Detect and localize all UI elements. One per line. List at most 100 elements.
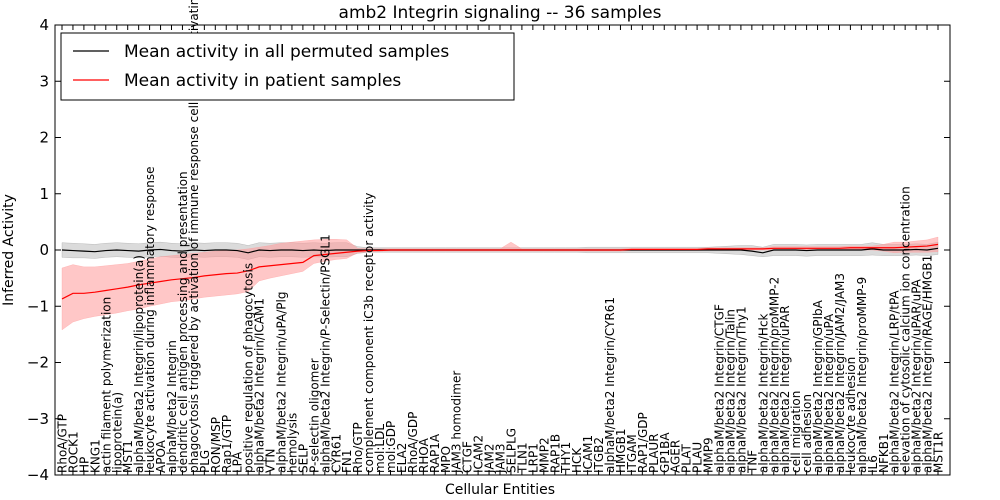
series-lines [61, 243, 939, 300]
x-tick-label: alphaM/beta2 Integrin/CTGF [713, 304, 727, 473]
x-tick-label: RAP1A [428, 433, 442, 473]
y-tick-label: 0 [39, 241, 49, 259]
x-tick-label: MMP9 [702, 437, 716, 473]
x-tick-label: alphaM/beta2 Integrin/CYR61 [603, 297, 617, 473]
x-tick-label: HP [77, 457, 91, 473]
confidence-band-patient [61, 236, 939, 331]
x-tick-label: ICAM1 [581, 435, 595, 473]
axis-ticks [55, 24, 950, 476]
x-tick-label: positive regulation of phagocytosis [242, 263, 256, 473]
x-tick-label: alphaM/beta2 Integrin/P-Selectin/PSGL1 [318, 234, 332, 473]
x-tick-label: FN1 [340, 449, 354, 473]
x-tick-label: mol:GDP [384, 421, 398, 473]
x-tick-label: alphaM/beta2 Integrin/ICAM1 [253, 298, 267, 473]
y-tick-label: −2 [27, 354, 49, 372]
x-tick-label: ITGAM [625, 434, 639, 473]
x-tick-label: RAP1/GDP [636, 412, 650, 473]
legend-box [60, 32, 515, 101]
x-tick-label: alphaM/beta2 Integrin/proMMP-9 [855, 277, 869, 473]
y-tick-label: −1 [27, 297, 49, 315]
x-tick-label: alphaM/beta2 Integrin/Thy1 [734, 306, 748, 473]
x-tick-label: KNG1 [88, 439, 102, 473]
x-tick-label: hemolysis [285, 413, 299, 473]
x-tick-label: HMGB1 [614, 428, 628, 473]
x-tick-label: JAM2 [483, 443, 497, 474]
x-tick-label: MST1R [932, 432, 946, 473]
legend: Mean activity in all permuted samples Me… [60, 32, 515, 101]
x-tick-label: MMP2 [537, 437, 551, 473]
x-tick-label: Rho/GTP [351, 422, 365, 473]
x-tick-label: alphaM/beta2 Integrin/Hck [756, 313, 770, 473]
legend-label-patient: Mean activity in patient samples [124, 71, 401, 91]
x-tick-label: CTGF [461, 441, 475, 473]
x-tick-label: JAM3 [494, 443, 508, 474]
x-tick-label: alphaM/beta2 Integrin/LRP/tPA [888, 290, 902, 473]
x-tick-label: ROCK1 [66, 431, 80, 473]
x-tick-label: mol:LDL [373, 424, 387, 473]
x-tick-label: IL6 [866, 455, 880, 473]
x-tick-label: HCK [570, 447, 584, 473]
x-tick-label: complement component iC3b receptor activ… [362, 193, 376, 473]
y-tick-labels: −4 −3 −2 −1 0 1 2 3 4 [27, 16, 49, 484]
legend-label-permuted: Mean activity in all permuted samples [124, 42, 449, 62]
x-tick-label: alphaM/beta2 Integrin [165, 340, 179, 473]
x-tick-label: Rap1/GTP [220, 415, 234, 473]
x-tick-label: ICAM2 [472, 435, 486, 473]
x-tick-label: P-selectin oligomer [307, 358, 321, 473]
x-tick-label: RhoA/GDP [406, 412, 420, 473]
x-tick-label: leukocyte activation during inflammatory… [143, 166, 157, 473]
x-tick-label: SELPLG [504, 428, 518, 473]
x-tick-label: LRP1 [526, 443, 540, 473]
x-tick-label: cell migration [789, 391, 803, 473]
y-tick-label: −4 [27, 466, 49, 484]
x-tick-label: alphaM/beta2 Integrin/RAGE/HMGB1 [921, 255, 935, 473]
x-tick-label: lipoprotein(a) [110, 392, 124, 473]
x-tick-label: cell adhesion [800, 394, 814, 473]
x-tick-label: ELA2 [395, 443, 409, 473]
x-tick-label: MST1 [121, 440, 135, 473]
x-tick-label: PLAU [691, 442, 705, 473]
x-tick-label: alphaM/beta2 Integrin/GPIbA [811, 299, 825, 473]
x-tick-label: elevation of cytosolic calcium ion conce… [899, 186, 913, 473]
x-tick-label: alphaM/beta2 Integrin/Talin [723, 309, 737, 473]
x-tick-label: VTN [264, 448, 278, 473]
y-tick-label: 3 [39, 72, 49, 90]
x-tick-label: TLN1 [515, 442, 529, 474]
x-tick-label: actin filament polymerization [99, 297, 113, 473]
x-tick-label: LPA [231, 451, 245, 473]
x-tick-label: RHOA [417, 437, 431, 473]
x-tick-label: JAM3 homodimer [450, 371, 464, 474]
plot-frame [54, 24, 951, 476]
x-tick-label: ITGB2 [592, 437, 606, 473]
x-tick-label: alphaM/beta2 Integrin/uPAR/uPA [910, 278, 924, 473]
x-tick-label: AGER [669, 440, 683, 473]
x-tick-label: RhoA/GTP [56, 414, 70, 473]
x-tick-label: MPO [439, 446, 453, 473]
x-axis-label: Cellular Entities [445, 482, 555, 498]
x-tick-label: GP1BA [658, 432, 672, 473]
x-tick-label: alphaM/beta2 Integrin/proMMP-2 [767, 277, 781, 473]
x-tick-label: alphaM/beta2 Integrin/JAM2/JAM3 [833, 273, 847, 473]
y-tick-label: −3 [27, 410, 49, 428]
y-tick-label: 2 [39, 129, 49, 147]
x-tick-label: phagocytosis triggered by activation of … [187, 0, 201, 473]
x-tick-label: alphaM/beta2 Integrin/uPAR [778, 305, 792, 473]
x-tick-label: alphaM/beta2 Integrin/lipoprotein(a) [132, 255, 146, 473]
y-tick-label: 4 [39, 16, 49, 34]
x-tick-label: alphaM/beta2 Integrin/uPA [822, 313, 836, 473]
chart-title: amb2 Integrin signaling -- 36 samples [339, 3, 662, 23]
x-tick-label: dendritic cell antigen processing and pr… [176, 171, 190, 473]
y-tick-label: 1 [39, 185, 49, 203]
x-tick-label: NFKB1 [877, 433, 891, 473]
x-tick-label: PLAUR [647, 433, 661, 473]
x-tick-label: THY1 [559, 442, 573, 474]
x-tick-label: CYR61 [329, 434, 343, 473]
x-tick-label: PLG [198, 450, 212, 473]
x-tick-label: leukocyte adhesion [844, 357, 858, 473]
x-tick-label: TNF [745, 450, 759, 474]
x-tick-label: SELP [296, 444, 310, 473]
x-tick-label: APOA [154, 439, 168, 473]
confidence-bands [61, 236, 939, 331]
